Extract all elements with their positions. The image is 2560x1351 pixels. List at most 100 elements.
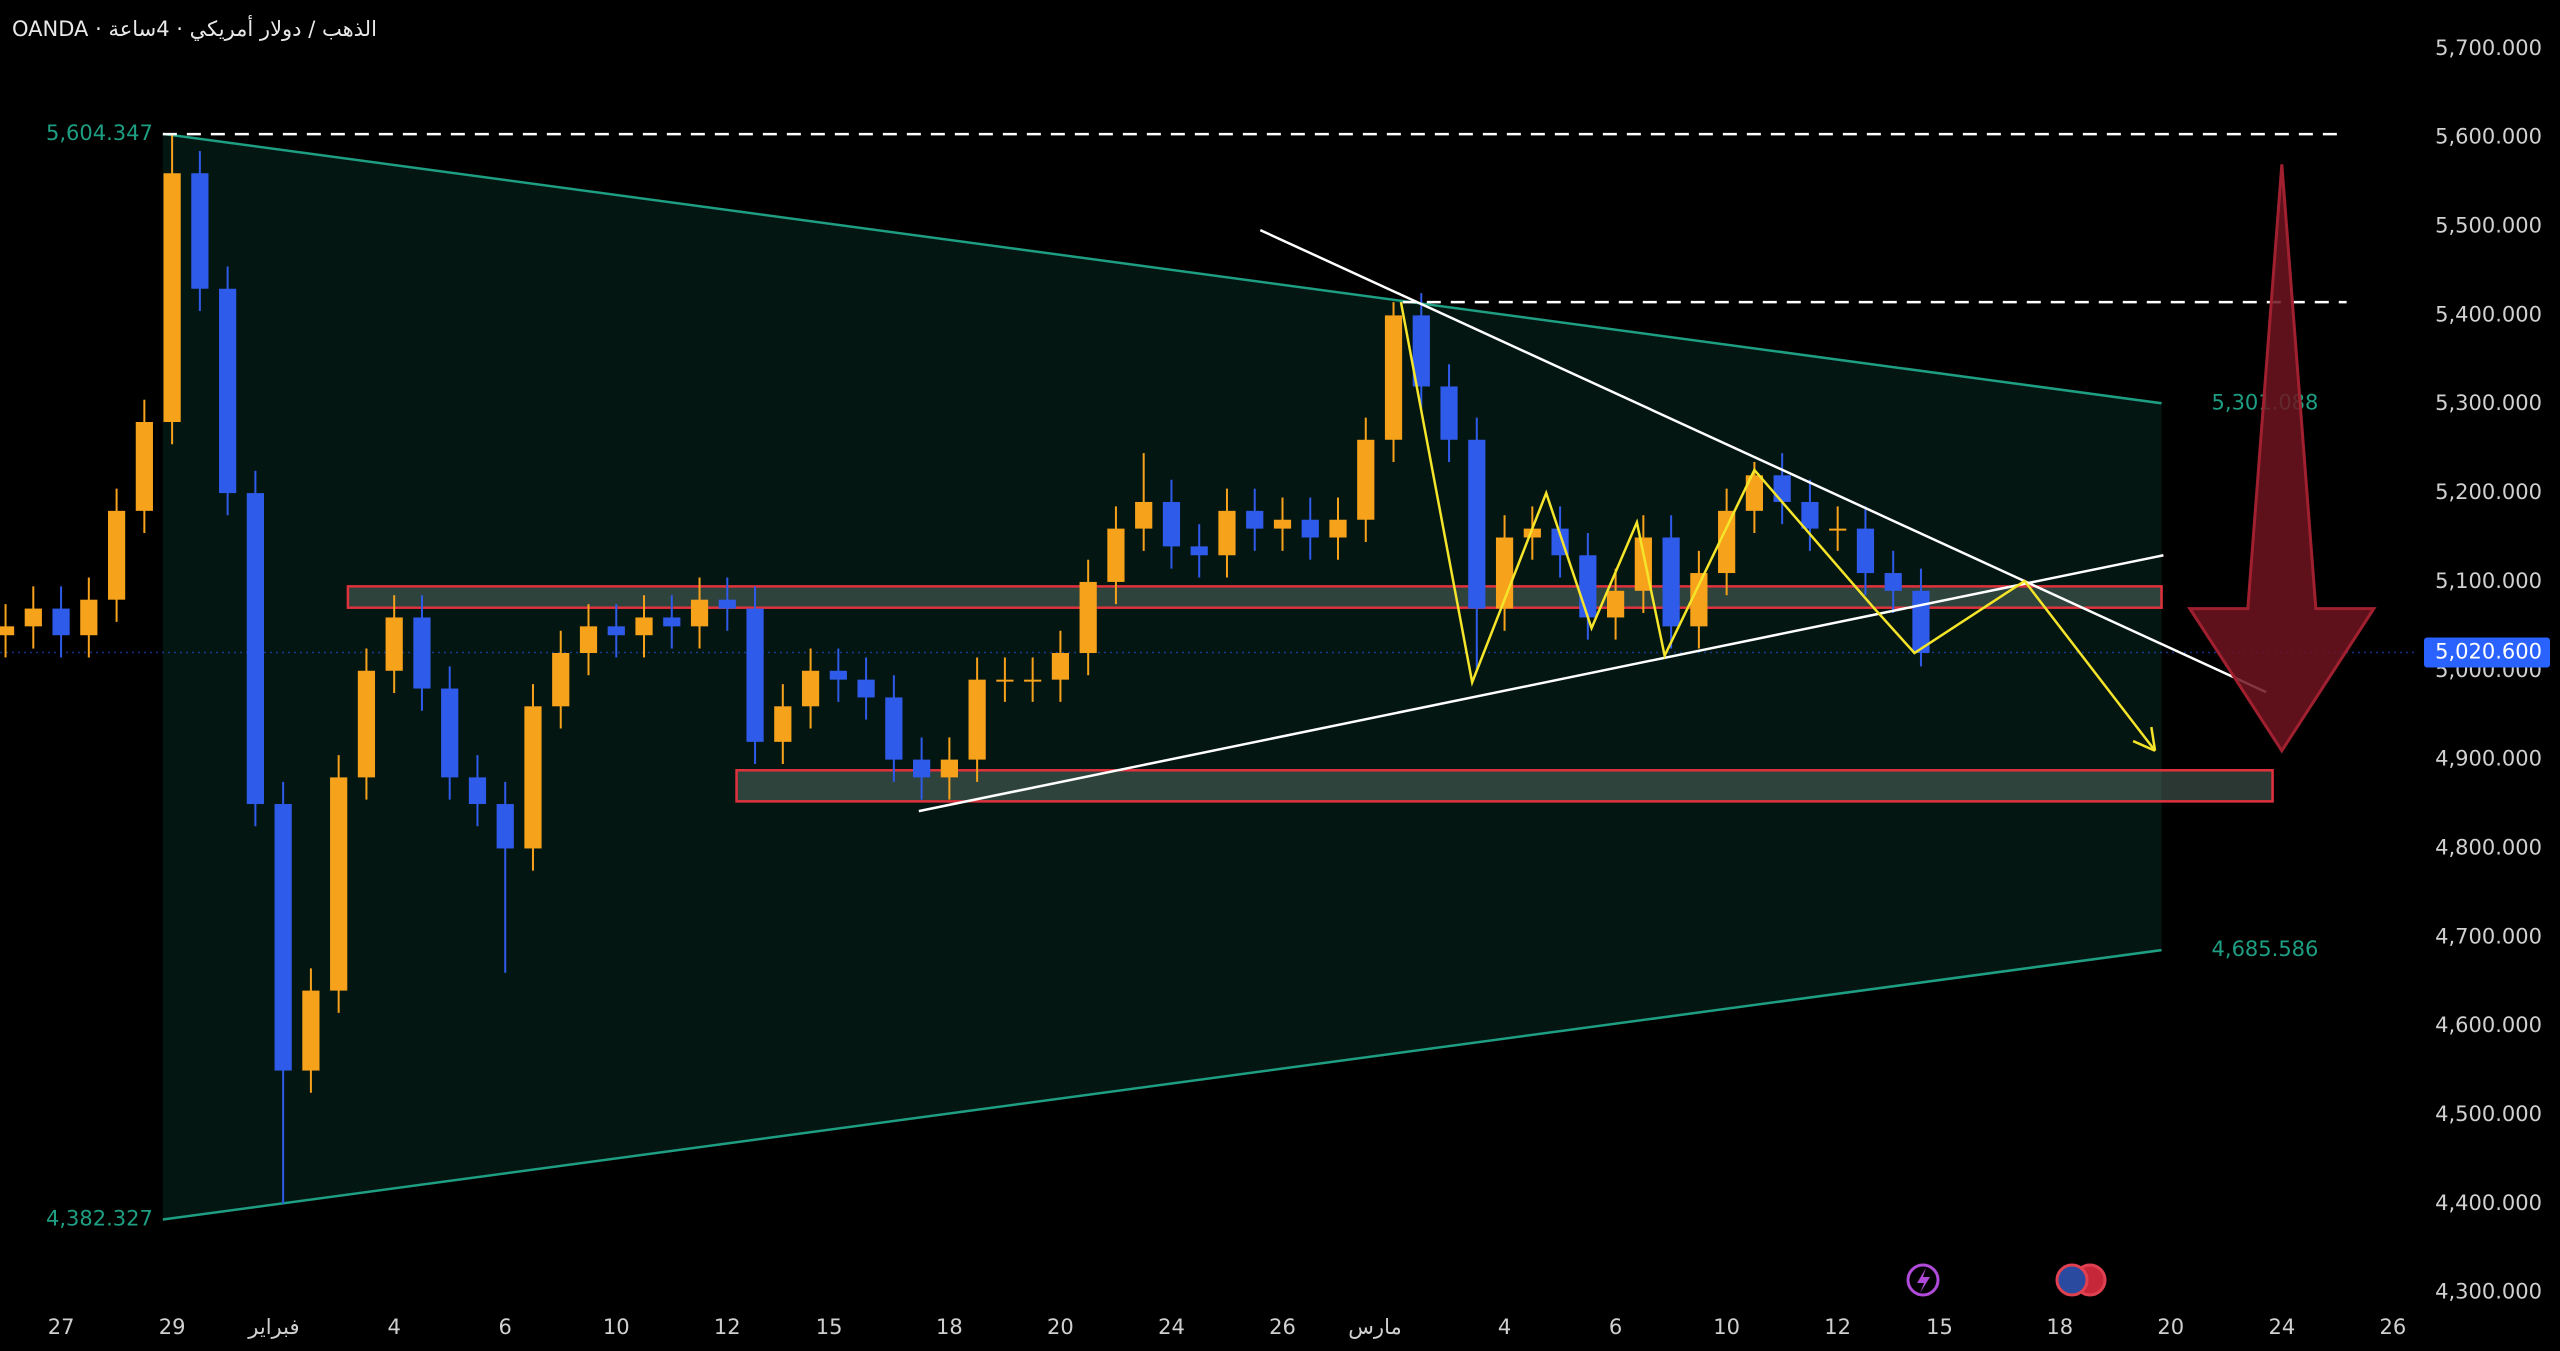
triangle-price-label: 4,382.327: [46, 1207, 153, 1231]
candle-body: [191, 173, 209, 289]
x-tick-label: 18: [936, 1315, 963, 1339]
candle-body: [829, 670, 847, 680]
y-tick-label: 5,100.000: [2435, 569, 2542, 593]
candle-body: [774, 706, 792, 742]
x-tick-label: 4: [387, 1315, 400, 1339]
triangle-fill: [162, 133, 2162, 1220]
candle-body: [940, 759, 958, 778]
candle-body: [1218, 510, 1236, 556]
candle-body: [1412, 315, 1430, 387]
candle-body: [1246, 510, 1264, 529]
event-icons: [1906, 1263, 2107, 1297]
candle-body: [385, 617, 403, 671]
y-tick-label: 4,500.000: [2435, 1102, 2542, 1126]
candle-body: [1773, 475, 1791, 502]
candle-body: [1384, 315, 1403, 440]
trendline: [1259, 228, 2267, 694]
candle-body: [690, 599, 709, 627]
candle-body: [1190, 546, 1208, 556]
x-tick-label: 20: [2157, 1315, 2184, 1339]
candle-body: [552, 653, 570, 707]
y-tick-label: 4,900.000: [2435, 747, 2542, 771]
candle-body: [1468, 439, 1486, 609]
candle-body: [441, 688, 459, 778]
y-tick-label: 4,400.000: [2435, 1191, 2542, 1215]
candle-body: [274, 804, 292, 1071]
x-tick-label: 12: [714, 1315, 741, 1339]
candle-body: [1856, 528, 1875, 574]
candle-body: [496, 804, 514, 849]
candle-body: [1301, 519, 1319, 538]
candle-body: [1884, 573, 1902, 591]
big-down-arrow: [2187, 164, 2377, 754]
zone: [346, 585, 2163, 609]
triangle-edge: [162, 132, 2162, 405]
last-price-label: 5,020.600: [2435, 639, 2542, 663]
candle-body: [1523, 528, 1541, 538]
last-price-tag: [2424, 637, 2550, 668]
y-tick-label: 5,600.000: [2435, 125, 2542, 149]
x-tick-label: 26: [2380, 1315, 2407, 1339]
x-tick-label: 10: [1713, 1315, 1740, 1339]
candle-body: [1024, 679, 1042, 682]
x-tick-label: 27: [48, 1315, 75, 1339]
y-tick-label: 4,600.000: [2435, 1013, 2542, 1037]
candle-body: [1829, 528, 1847, 531]
y-tick-label: 5,500.000: [2435, 214, 2542, 238]
candle-body: [1745, 475, 1764, 511]
candle-body: [1051, 653, 1070, 680]
y-tick-label: 5,300.000: [2435, 391, 2542, 415]
candle-body: [1273, 519, 1292, 529]
trendline: [918, 554, 2164, 813]
x-tick-label: 4: [1498, 1315, 1511, 1339]
candle-body: [1801, 501, 1819, 529]
candle-body: [1690, 573, 1708, 627]
x-tick-label: 6: [499, 1315, 512, 1339]
candle-body: [801, 670, 820, 707]
x-tick-label: 29: [159, 1315, 186, 1339]
x-tick-label: 6: [1609, 1315, 1622, 1339]
candle-body: [163, 173, 181, 423]
candle-body: [746, 608, 764, 742]
candle-body: [579, 626, 598, 653]
event-icon[interactable]: [2055, 1263, 2089, 1297]
candle-body: [1107, 528, 1125, 582]
triangle-price-label: 5,604.347: [46, 121, 153, 145]
candle-body: [1606, 590, 1625, 618]
candle-body: [1440, 386, 1458, 440]
candle-body: [1079, 581, 1097, 653]
candle-body: [219, 288, 237, 494]
x-tick-label: 10: [603, 1315, 630, 1339]
projection-arrowhead: [2132, 739, 2156, 752]
candle-body: [1162, 501, 1181, 547]
zone: [735, 769, 2274, 803]
triangle-price-label: 4,685.586: [2212, 937, 2319, 961]
y-tick-label: 4,700.000: [2435, 924, 2542, 948]
candle-body: [52, 608, 70, 636]
candle-body: [996, 679, 1014, 682]
candle-body: [913, 759, 931, 778]
candle-body: [968, 679, 986, 760]
candle-body: [1357, 439, 1375, 520]
event-icon[interactable]: [1906, 1263, 1940, 1297]
y-tick-label: 4,800.000: [2435, 835, 2542, 859]
x-tick-label: 24: [1158, 1315, 1185, 1339]
x-tick-label: 12: [1824, 1315, 1851, 1339]
y-tick-label: 4,300.000: [2435, 1280, 2542, 1304]
candle-body: [1579, 555, 1597, 618]
candle-body: [357, 670, 376, 778]
candle-body: [857, 679, 875, 698]
x-tick-label: 24: [2268, 1315, 2295, 1339]
x-tick-label: فبراير: [247, 1315, 299, 1339]
candle-body: [607, 626, 625, 636]
candle-body: [330, 777, 348, 991]
candle-body: [413, 617, 431, 689]
candle-body: [718, 599, 736, 609]
x-tick-label: 20: [1047, 1315, 1074, 1339]
y-tick-label: 5,400.000: [2435, 302, 2542, 326]
candle-body: [635, 617, 653, 636]
candle-body: [468, 777, 487, 805]
event-icon-glyph: [1917, 1268, 1930, 1293]
x-tick-label: 15: [1926, 1315, 1953, 1339]
